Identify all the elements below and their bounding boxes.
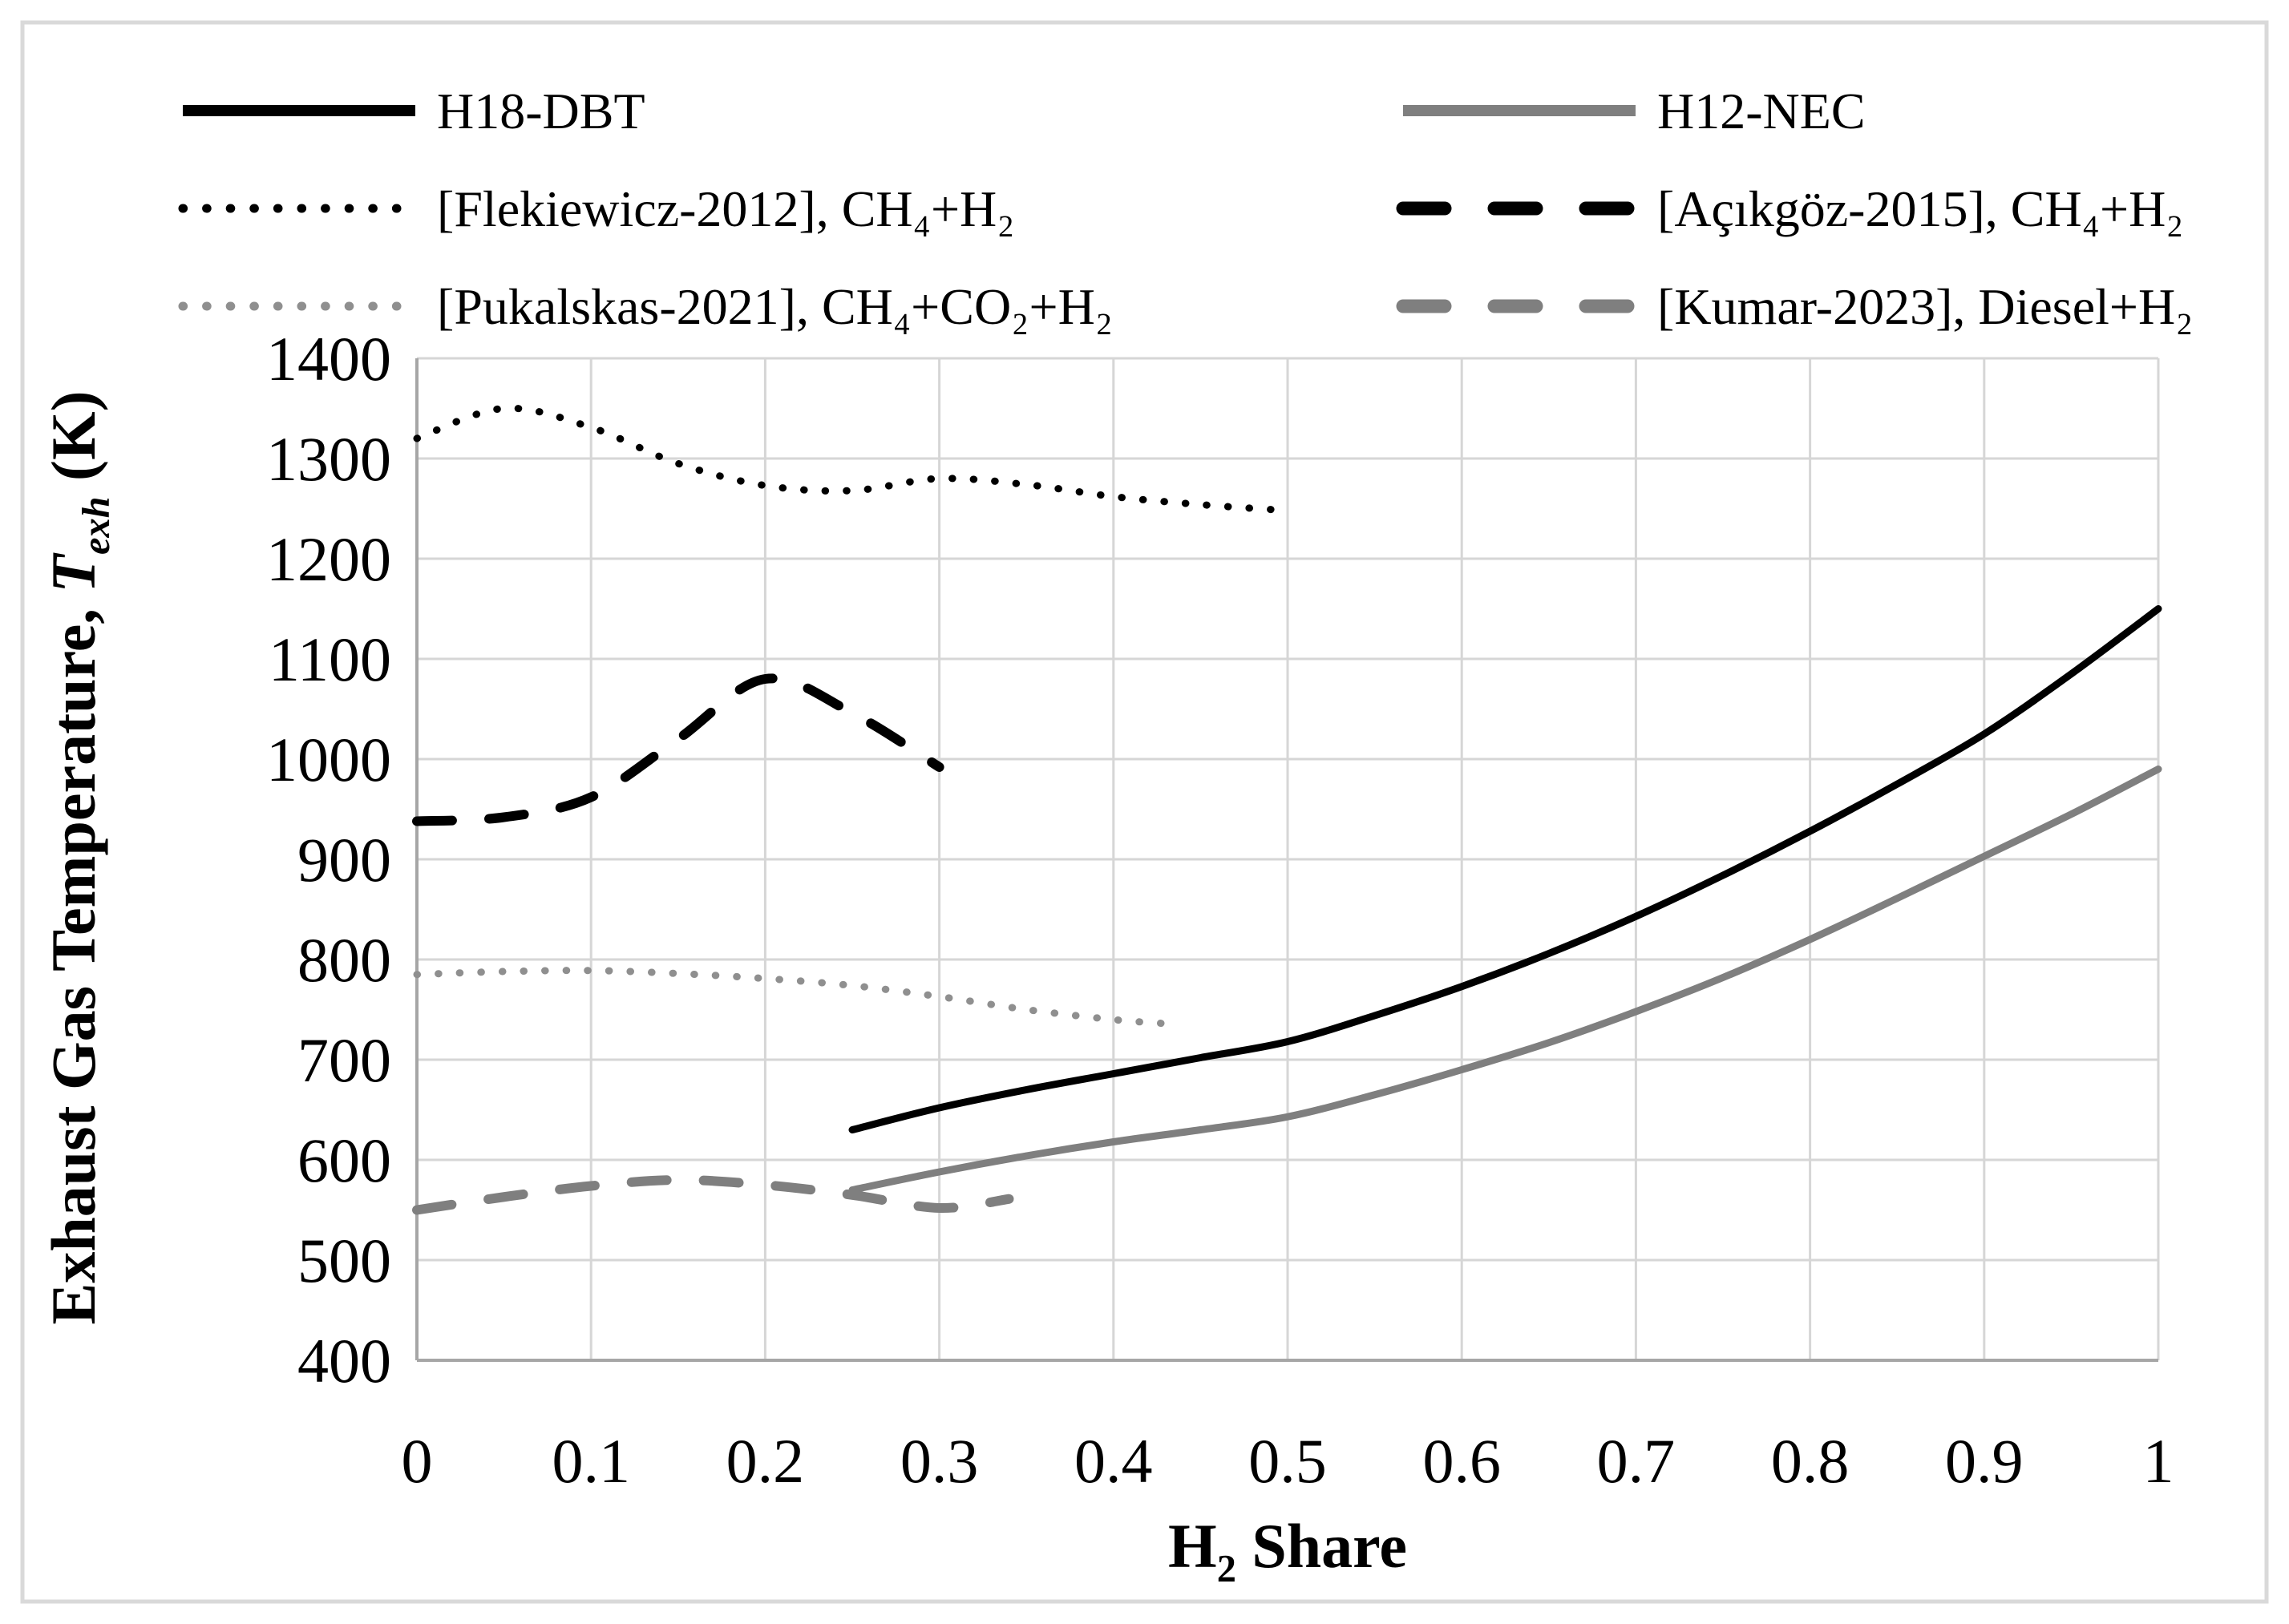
legend-label: H18-DBT — [437, 83, 645, 139]
x-tick-label: 0.2 — [726, 1426, 805, 1496]
figure-border — [20, 20, 2269, 1604]
y-tick-label: 700 — [297, 1025, 391, 1095]
series-line-2 — [848, 766, 2162, 1194]
series-line-4 — [412, 673, 944, 826]
y-tick-label: 1000 — [266, 725, 391, 794]
legend-item: [Kumar-2023], Diesel+H₂ — [1396, 278, 2194, 335]
series-line-3 — [413, 404, 1292, 515]
axes-layer — [415, 358, 2158, 1362]
legend-label: [Flekiewicz-2012], CH₄+H₂ — [437, 180, 1015, 237]
x-tick-label: 0.8 — [1771, 1426, 1850, 1496]
y-tick-label: 500 — [297, 1226, 391, 1295]
x-tick-label: 0.3 — [900, 1426, 979, 1496]
y-tick-label: 400 — [297, 1326, 391, 1396]
x-tick-label: 0.1 — [552, 1426, 630, 1496]
x-tick-label: 0.5 — [1248, 1426, 1327, 1496]
x-tick-label: 0 — [402, 1426, 433, 1496]
x-tick-label: 0.6 — [1422, 1426, 1501, 1496]
x-tick-label: 0.7 — [1597, 1426, 1676, 1496]
legend-item: [Flekiewicz-2012], CH₄+H₂ — [178, 180, 1015, 237]
y-tick-label: 1100 — [269, 624, 391, 694]
series-line-5 — [413, 967, 1170, 1028]
y-tick-label: 1300 — [266, 424, 391, 494]
y-tick-label: 1200 — [266, 524, 391, 594]
x-tick-label: 1 — [2143, 1426, 2174, 1496]
legend-label: [Pukalskas-2021], CH₄+CO₂+H₂ — [437, 278, 1113, 335]
x-tick-label: 0.4 — [1074, 1426, 1153, 1496]
y-tick-label: 600 — [297, 1125, 391, 1195]
tick-labels-layer: 400 500 600 700 800 900 1000 1100 1200 1300 1400 0 0… — [266, 324, 2174, 1496]
x-tick-label: 0.9 — [1945, 1426, 2024, 1496]
legend-item: H12-NEC — [1403, 83, 1866, 139]
series-layer — [412, 404, 2162, 1215]
legend: H18-DBT H12-NEC [Flekiewicz-2012], CH₄+H₂ [… — [178, 83, 2194, 335]
y-tick-label: 800 — [297, 925, 391, 995]
y-axis-title: Exhaust Gas Temperature, Texh (K) — [38, 390, 118, 1324]
legend-label: H12-NEC — [1657, 83, 1866, 139]
legend-label: [Kumar-2023], Diesel+H₂ — [1657, 278, 2194, 335]
legend-item: H18-DBT — [183, 83, 645, 139]
series-line-1 — [848, 605, 2162, 1133]
legend-item: [Pukalskas-2021], CH₄+CO₂+H₂ — [178, 278, 1113, 335]
legend-label: [Açıkgöz-2015], CH₄+H₂ — [1657, 180, 2184, 237]
y-tick-label: 1400 — [266, 324, 391, 394]
legend-item: [Açıkgöz-2015], CH₄+H₂ — [1396, 180, 2184, 237]
series-line-6 — [412, 1174, 1014, 1215]
gridlines-layer — [415, 357, 2160, 1362]
x-axis-title: H2 Share — [1168, 1511, 1407, 1590]
y-tick-label: 900 — [297, 825, 391, 895]
